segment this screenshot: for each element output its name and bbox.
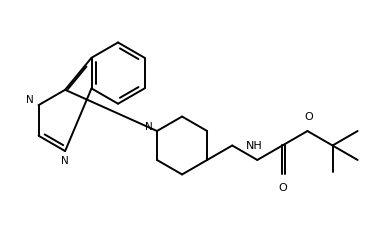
Text: O: O [278,183,287,193]
Text: N: N [61,156,69,166]
Text: N: N [145,121,153,132]
Text: O: O [304,112,313,122]
Text: N: N [26,95,34,105]
Text: NH: NH [246,141,263,150]
